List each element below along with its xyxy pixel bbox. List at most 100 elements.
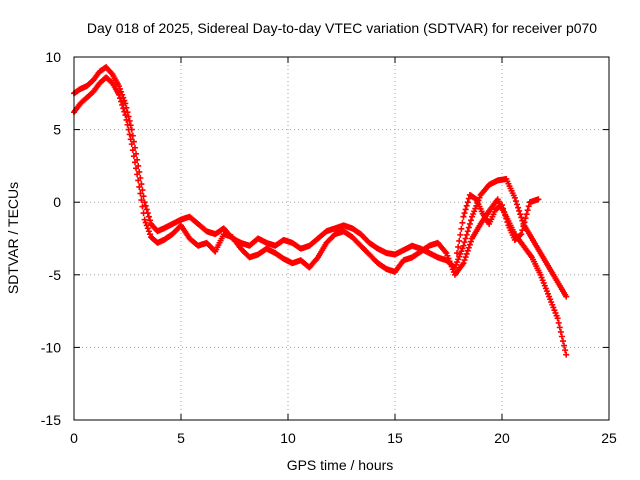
data-point	[115, 91, 122, 98]
data-point	[136, 183, 143, 190]
data-point	[117, 95, 124, 102]
data-point	[504, 219, 511, 226]
data-point	[457, 231, 464, 238]
plot-frame	[73, 56, 610, 421]
data-point	[146, 231, 153, 238]
x-axis-label: GPS time / hours	[287, 457, 394, 473]
data-point	[138, 197, 145, 204]
y-tick-label: -10	[41, 339, 61, 355]
data-point	[511, 194, 518, 201]
data-point	[115, 83, 122, 90]
data-point	[556, 324, 563, 331]
data-point	[467, 217, 474, 224]
data-point	[126, 117, 133, 124]
data-point	[557, 328, 564, 335]
data-point	[463, 202, 470, 209]
data-point	[518, 231, 525, 238]
data-point	[130, 153, 137, 160]
data-point	[464, 228, 471, 235]
y-tick-label: -15	[41, 412, 61, 428]
data-point	[522, 215, 529, 222]
data-point	[460, 260, 467, 267]
data-points	[71, 64, 570, 358]
data-point	[502, 212, 509, 219]
data-point	[521, 219, 528, 226]
data-point	[559, 338, 566, 345]
data-point	[460, 242, 467, 249]
data-point	[137, 190, 144, 197]
data-point	[512, 198, 519, 205]
data-point	[129, 147, 136, 154]
data-point	[465, 224, 472, 231]
data-point	[503, 215, 510, 222]
data-point	[561, 342, 568, 349]
data-point	[520, 223, 527, 230]
data-point	[135, 177, 142, 184]
data-point	[465, 244, 472, 251]
data-point	[125, 126, 132, 133]
x-tick-label: 20	[494, 430, 510, 446]
data-point	[141, 216, 148, 223]
y-tick-label: 5	[53, 122, 61, 138]
y-axis-label: SDTVAR / TECUs	[5, 182, 21, 294]
data-point	[562, 347, 569, 354]
data-point	[563, 351, 570, 358]
data-point	[458, 225, 465, 232]
data-point	[144, 225, 151, 232]
x-tick-label: 5	[177, 430, 185, 446]
grid-lines	[74, 57, 609, 420]
data-point	[517, 211, 524, 218]
data-point	[143, 206, 150, 213]
data-point	[119, 101, 126, 108]
data-point	[464, 247, 471, 254]
data-point	[516, 207, 523, 214]
data-point	[519, 227, 526, 234]
data-point	[455, 243, 462, 250]
x-tick-label: 15	[387, 430, 403, 446]
y-tick-label: -5	[49, 267, 62, 283]
data-point	[145, 228, 152, 235]
data-point	[122, 100, 129, 107]
data-point	[555, 319, 562, 326]
data-point	[131, 159, 138, 166]
data-point	[463, 231, 470, 238]
data-point	[456, 237, 463, 244]
x-tick-label: 25	[601, 430, 617, 446]
data-point	[460, 213, 467, 220]
data-point	[146, 217, 153, 224]
data-point	[128, 141, 135, 148]
data-point	[123, 116, 130, 123]
data-point	[134, 171, 141, 178]
data-point	[121, 97, 128, 104]
data-point	[501, 208, 508, 215]
data-point	[563, 293, 570, 300]
x-tick-label: 0	[70, 430, 78, 446]
data-point	[467, 238, 474, 245]
data-point	[140, 210, 147, 217]
data-point	[554, 315, 561, 322]
data-point	[461, 210, 468, 217]
data-point	[122, 112, 129, 119]
data-point	[143, 222, 150, 229]
data-point	[139, 187, 146, 194]
data-point	[466, 220, 473, 227]
data-point	[454, 250, 461, 257]
data-point	[126, 131, 133, 138]
y-tick-label: 10	[45, 49, 61, 65]
data-point	[513, 201, 520, 208]
data-point	[118, 98, 125, 105]
chart-title: Day 018 of 2025, Sidereal Day-to-day VTE…	[87, 20, 597, 36]
data-point	[515, 204, 522, 211]
y-tick-labels: -15 -10 -5 0 5 10	[41, 49, 61, 428]
data-point	[129, 132, 136, 139]
data-point	[133, 165, 140, 172]
data-point	[124, 121, 131, 128]
data-point	[463, 250, 470, 257]
data-point	[127, 136, 134, 143]
data-point	[145, 213, 152, 220]
data-point	[466, 241, 473, 248]
data-point	[517, 232, 524, 239]
data-point	[462, 206, 469, 213]
data-point	[142, 219, 149, 226]
